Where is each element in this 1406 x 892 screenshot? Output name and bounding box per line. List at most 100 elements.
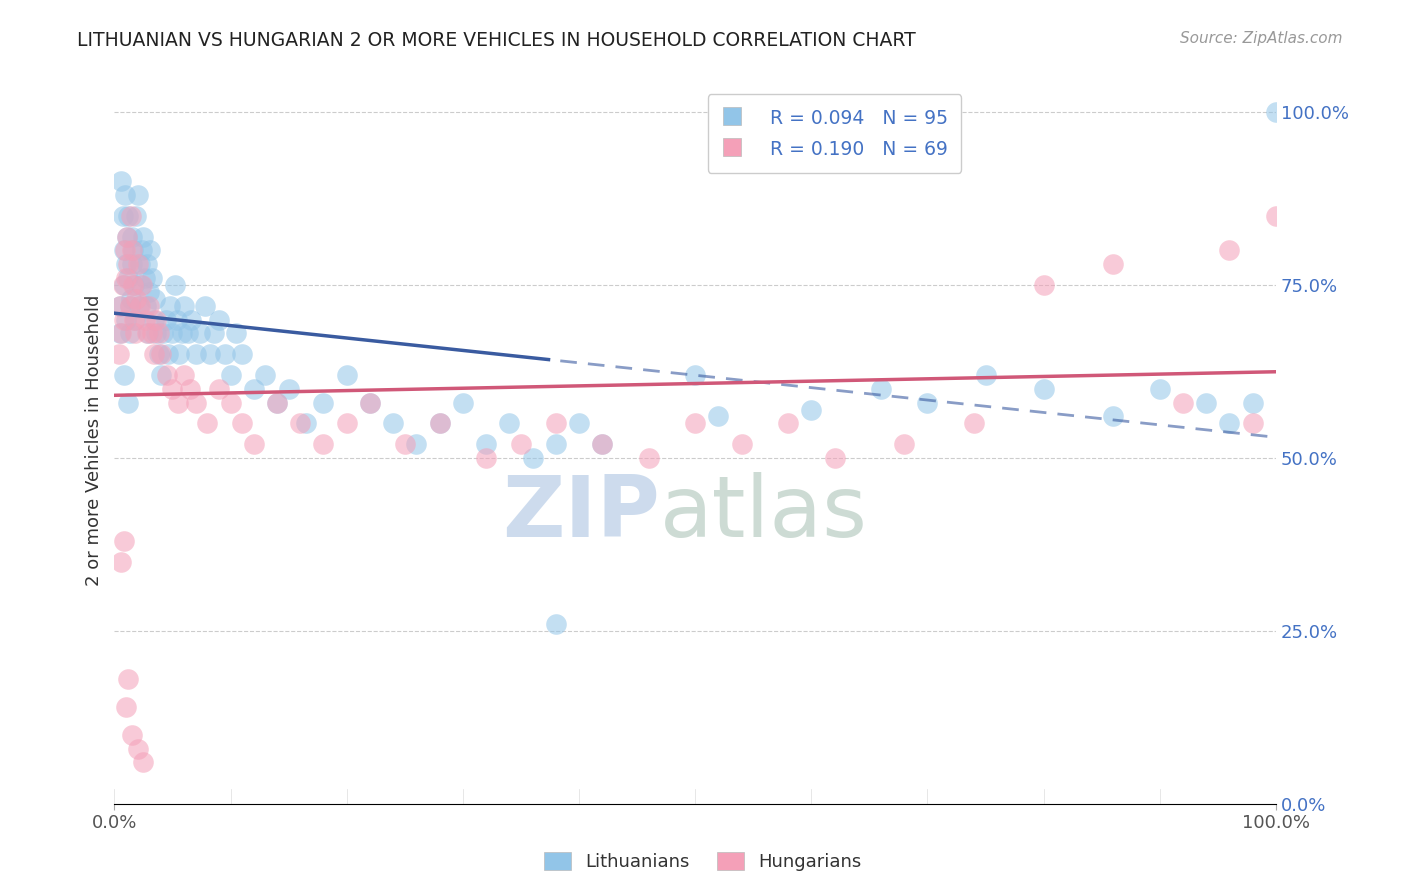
Point xyxy=(141,271,163,285)
Point xyxy=(111,209,134,223)
Point xyxy=(129,299,152,313)
Point xyxy=(1171,395,1194,409)
Point xyxy=(243,382,266,396)
Point xyxy=(127,188,149,202)
Point xyxy=(118,299,141,313)
Point xyxy=(111,278,134,293)
Point xyxy=(110,555,132,569)
Point xyxy=(124,326,146,341)
Point xyxy=(156,347,179,361)
Point xyxy=(159,299,181,313)
Point xyxy=(359,395,381,409)
Point xyxy=(112,368,135,382)
Point xyxy=(870,382,893,396)
Point xyxy=(114,188,136,202)
Point xyxy=(114,244,136,258)
Point xyxy=(108,347,131,361)
Point xyxy=(1032,382,1054,396)
Point xyxy=(127,257,149,271)
Point xyxy=(173,299,195,313)
Point xyxy=(128,299,150,313)
Point xyxy=(208,382,231,396)
Point xyxy=(312,395,335,409)
Point xyxy=(117,271,139,285)
Point xyxy=(122,278,145,293)
Point xyxy=(112,534,135,549)
Point xyxy=(1218,244,1240,258)
Point xyxy=(219,395,242,409)
Point xyxy=(115,229,138,244)
Point xyxy=(475,437,498,451)
Point xyxy=(131,244,153,258)
Point xyxy=(1032,278,1054,293)
Point xyxy=(139,244,162,258)
Point xyxy=(824,450,846,465)
Point xyxy=(155,312,177,326)
Point xyxy=(148,347,170,361)
Point xyxy=(295,417,318,431)
Point xyxy=(142,312,165,326)
Point xyxy=(120,292,142,306)
Text: Source: ZipAtlas.com: Source: ZipAtlas.com xyxy=(1180,31,1343,46)
Point xyxy=(591,437,613,451)
Point xyxy=(382,417,405,431)
Point xyxy=(451,395,474,409)
Point xyxy=(115,700,138,714)
Point xyxy=(124,312,146,326)
Point xyxy=(125,209,148,223)
Point xyxy=(429,417,451,431)
Point xyxy=(112,278,135,293)
Point xyxy=(394,437,416,451)
Point xyxy=(1218,417,1240,431)
Point xyxy=(121,244,143,258)
Point xyxy=(115,312,138,326)
Point xyxy=(135,299,157,313)
Point xyxy=(184,347,207,361)
Point xyxy=(219,368,242,382)
Point xyxy=(122,312,145,326)
Point xyxy=(214,347,236,361)
Point xyxy=(208,312,231,326)
Point xyxy=(359,395,381,409)
Point xyxy=(707,409,730,424)
Point xyxy=(231,347,253,361)
Point xyxy=(115,229,138,244)
Point xyxy=(544,617,567,632)
Point xyxy=(143,292,166,306)
Point xyxy=(121,728,143,742)
Text: LITHUANIAN VS HUNGARIAN 2 OR MORE VEHICLES IN HOUSEHOLD CORRELATION CHART: LITHUANIAN VS HUNGARIAN 2 OR MORE VEHICL… xyxy=(77,31,917,50)
Point xyxy=(179,382,201,396)
Point xyxy=(184,395,207,409)
Point xyxy=(1241,395,1264,409)
Point xyxy=(122,244,145,258)
Point xyxy=(115,257,138,271)
Point xyxy=(195,417,218,431)
Point xyxy=(198,347,221,361)
Point xyxy=(125,292,148,306)
Point xyxy=(254,368,277,382)
Point xyxy=(110,299,132,313)
Point xyxy=(117,395,139,409)
Point xyxy=(152,326,174,341)
Y-axis label: 2 or more Vehicles in Household: 2 or more Vehicles in Household xyxy=(86,295,103,586)
Point xyxy=(148,326,170,341)
Point xyxy=(683,368,706,382)
Point xyxy=(117,257,139,271)
Point xyxy=(136,326,159,341)
Point xyxy=(162,326,184,341)
Point xyxy=(568,417,591,431)
Point xyxy=(1241,417,1264,431)
Point xyxy=(225,326,247,341)
Point xyxy=(1265,209,1288,223)
Point xyxy=(510,437,533,451)
Point xyxy=(1195,395,1218,409)
Point xyxy=(544,437,567,451)
Point xyxy=(312,437,335,451)
Point xyxy=(117,209,139,223)
Point xyxy=(683,417,706,431)
Point xyxy=(974,368,997,382)
Point xyxy=(544,417,567,431)
Point xyxy=(336,417,359,431)
Point xyxy=(266,395,288,409)
Point xyxy=(190,326,212,341)
